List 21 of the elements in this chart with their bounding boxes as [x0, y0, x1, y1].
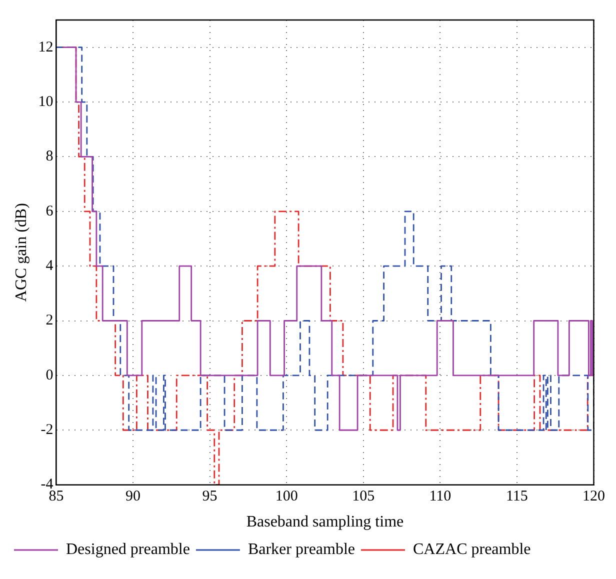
x-axis-title: Baseband sampling time [246, 514, 404, 531]
legend-label: Designed preamble [66, 541, 190, 558]
legend-label: Barker preamble [248, 541, 356, 558]
y-tick-label: 12 [38, 39, 54, 56]
x-tick-label: 120 [582, 488, 605, 505]
y-tick-label: 2 [46, 312, 54, 329]
y-tick-label: 4 [46, 258, 54, 274]
legend-label: CAZAC preamble [413, 541, 531, 558]
x-tick-label: 85 [48, 488, 64, 505]
y-tick-label: 6 [46, 203, 54, 220]
y-tick-label: -2 [40, 422, 54, 438]
y-tick-label: 0 [46, 367, 54, 384]
x-tick-label: 90 [125, 488, 140, 505]
x-tick-label: 115 [506, 488, 528, 505]
x-tick-label: 105 [352, 488, 375, 505]
y-axis-title: AGC gain (dB) [12, 203, 30, 302]
x-tick-label: 100 [275, 488, 298, 505]
y-tick-label: 10 [38, 94, 54, 110]
x-tick-label: 110 [429, 488, 452, 505]
y-tick-label: 8 [46, 148, 54, 165]
x-tick-label: 95 [202, 488, 218, 505]
